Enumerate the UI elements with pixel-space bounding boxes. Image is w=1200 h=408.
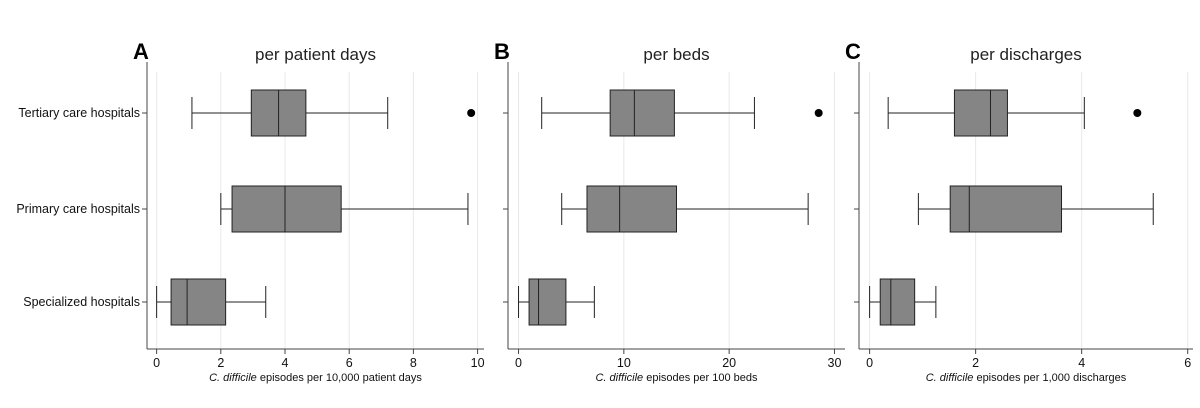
- category-label: Tertiary care hospitals: [18, 106, 140, 120]
- outlier-point: [467, 109, 476, 117]
- x-axis-label-text: episodes per 100 beds: [643, 372, 758, 384]
- box-2: [220, 185, 469, 233]
- category-label: Primary care hospitals: [16, 202, 140, 216]
- iqr-box: [528, 278, 567, 326]
- x-tick-label: 4: [1078, 356, 1085, 370]
- x-axis-label-italic: C. difficile: [595, 372, 643, 384]
- x-axis-label-text: episodes per 10,000 patient days: [257, 372, 423, 384]
- x-axis-label-italic: C. difficile: [926, 372, 974, 384]
- x-tick-label: 30: [828, 356, 842, 370]
- x-tick-label: 4: [282, 356, 289, 370]
- panel-title: per discharges: [970, 45, 1082, 64]
- x-tick-label: 10: [617, 356, 631, 370]
- box-1: [191, 89, 476, 137]
- box-1: [887, 89, 1142, 137]
- x-tick-label: 2: [972, 356, 979, 370]
- iqr-box: [609, 89, 675, 137]
- x-axis-label-italic: C. difficile: [209, 372, 257, 384]
- iqr-box: [953, 89, 1008, 137]
- x-tick-label: 8: [410, 356, 417, 370]
- box-2: [917, 185, 1154, 233]
- box-3: [869, 278, 937, 326]
- panel-letter: C: [845, 39, 861, 64]
- iqr-box: [231, 185, 342, 233]
- x-axis-label: C. difficile episodes per 100 beds: [595, 372, 758, 384]
- iqr-box: [879, 278, 916, 326]
- x-tick-label: 0: [866, 356, 873, 370]
- x-tick-label: 2: [217, 356, 224, 370]
- box-3: [156, 278, 267, 326]
- x-tick-label: 6: [346, 356, 353, 370]
- x-axis-label-text: episodes per 1,000 discharges: [973, 372, 1126, 384]
- x-axis-label: C. difficile episodes per 1,000 discharg…: [926, 372, 1127, 384]
- iqr-box: [949, 185, 1063, 233]
- panel-title: per beds: [643, 45, 709, 64]
- panel-title: per patient days: [255, 45, 376, 64]
- x-axis-label: C. difficile episodes per 10,000 patient…: [209, 372, 422, 384]
- box-2: [561, 185, 809, 233]
- iqr-box: [170, 278, 227, 326]
- panel-letter: A: [133, 39, 149, 64]
- iqr-box: [586, 185, 677, 233]
- outlier-point: [1133, 109, 1142, 117]
- x-tick-label: 0: [515, 356, 522, 370]
- x-tick-label: 0: [153, 356, 160, 370]
- box-3: [518, 278, 595, 326]
- x-tick-label: 6: [1184, 356, 1191, 370]
- category-label: Specialized hospitals: [23, 295, 140, 309]
- x-tick-label: 10: [471, 356, 485, 370]
- box-1: [541, 89, 823, 137]
- outlier-point: [814, 109, 823, 117]
- x-tick-label: 20: [722, 356, 736, 370]
- panel-letter: B: [494, 39, 510, 64]
